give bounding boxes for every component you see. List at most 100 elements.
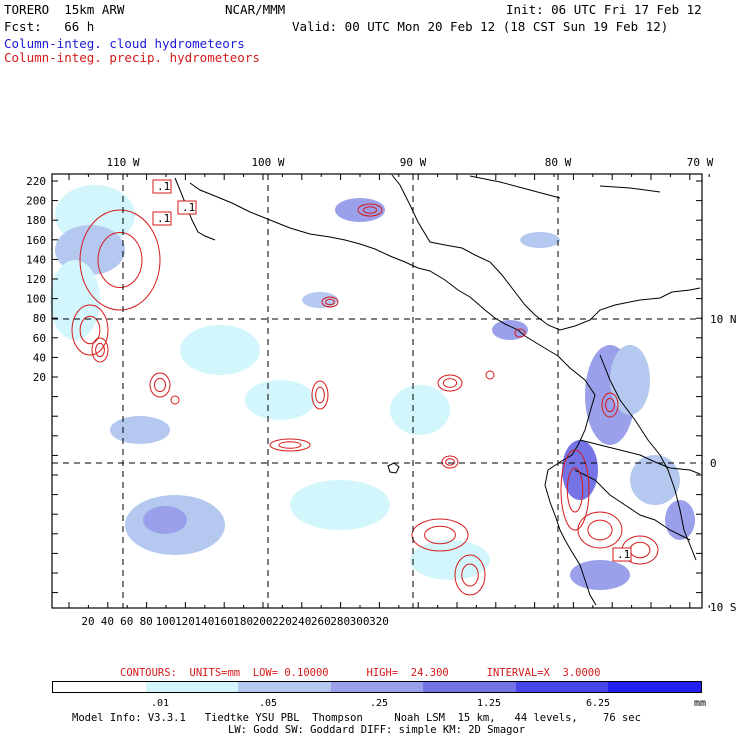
legend-swatch [515,682,609,692]
precip-contour [269,438,311,452]
cloud-shading-blob [492,320,528,340]
legend-swatch [330,682,424,692]
axis-ticks [52,174,710,608]
precip-contour [149,372,171,398]
central-america-pacific [417,267,559,357]
contour-label-box [152,211,172,226]
coastline-layer [174,174,701,606]
cloud-shading-blob [335,198,385,222]
precip-contour [362,206,378,214]
cloud-field-label: Column-integ. cloud hydrometeors [4,36,245,51]
lon-label: 90 W [400,156,427,169]
y-tick-label: 200 [26,195,46,208]
precip-contour [605,397,615,413]
precip-field-label: Column-integ. precip. hydrometeors [4,50,260,65]
precip-contour [437,374,463,392]
y-tick-label: 160 [26,234,46,247]
x-tick-label: 160 [214,615,234,628]
precip-contour [566,467,584,513]
precip-contour [601,392,619,418]
precip-contour [454,554,486,596]
x-tick-label: 60 [120,615,133,628]
cloud-shading-blob [143,506,187,534]
central-america-caribbean [391,174,701,331]
mexico-coast [189,182,419,269]
contour-label: .1 [157,180,170,193]
legend-swatch [53,682,146,692]
cloud-shading-blob [50,260,100,340]
lon-label: 100 W [251,156,284,169]
andes-interior [599,354,697,561]
x-tick-label: 240 [291,615,311,628]
y-tick-label: 140 [26,253,46,266]
contour-label-box [177,200,197,215]
contour-label: .1 [182,201,195,214]
precip-contour [577,511,623,549]
legend-tick-label: .05 [259,698,277,709]
border-line [579,439,701,475]
lat-label: 10 N [710,313,737,326]
legend-tick-label: .25 [370,698,388,709]
cloud-shading-blob [570,560,630,590]
y-tick-label: 20 [33,371,46,384]
x-tick-label: 300 [350,615,370,628]
legend-swatch [238,682,331,692]
y-tick-label: 220 [26,175,46,188]
x-tick-label: 100 [156,615,176,628]
color-legend-bar [52,681,702,693]
y-tick-label: 40 [33,351,46,364]
x-tick-label: 80 [140,615,153,628]
cloud-shading-blob [520,232,560,248]
valid-time: Valid: 00 UTC Mon 20 Feb 12 (18 CST Sun … [292,19,669,34]
legend-swatch [423,682,516,692]
contour-label: .1 [617,548,630,561]
precip-contour [424,525,456,545]
legend-tick-label: .01 [151,698,169,709]
y-tick-label: 60 [33,332,46,345]
contour-label-box [612,547,632,562]
x-tick-label: 180 [233,615,253,628]
galapagos [387,462,400,474]
x-tick-label: 200 [253,615,273,628]
precip-contour [514,328,526,338]
precip-contour [485,370,495,380]
cloud-shading-blob [390,385,450,435]
precip-contour [411,518,469,552]
precip-contour [441,455,459,469]
map-frame [51,173,703,609]
precip-contour [154,377,166,393]
precip-contour [95,342,105,358]
legend-tick-labels: .01 .05 .25 1.25 6.25 mm [151,698,706,709]
border-line-2 [574,469,691,541]
contours-info: CONTOURS: UNITS=mm LOW= 0.10000 HIGH= 24… [120,667,601,679]
y-tick-label: 80 [33,312,46,325]
south-america-coast [544,355,597,606]
x-tick-label: 260 [311,615,331,628]
precip-contour [170,395,180,405]
precip-contour-layer [71,203,659,596]
precip-contour [442,378,458,388]
cuba [469,175,561,199]
precip-contour [79,315,101,345]
cloud-shading-blob [610,345,650,415]
legend-tick-label: 6.25 [586,698,610,709]
precip-contour [71,304,109,356]
cloud-shading-blob [245,380,315,420]
cloud-shading-blob [665,500,695,540]
x-tick-label: 20 [81,615,94,628]
lat-lon-grid [52,174,702,608]
x-tick-label: 140 [194,615,214,628]
precip-contour [79,209,161,311]
cloud-shading-blob [290,480,390,530]
model-info-line2: LW: Godd SW: Goddard DIFF: simple KM: 2D… [228,724,526,736]
hispaniola [599,185,661,193]
lon-label: 80 W [545,156,572,169]
y-tick-label: 100 [26,293,46,306]
precip-contour [311,380,329,410]
precip-contour [461,563,479,587]
x-tick-label: 280 [330,615,350,628]
organization-label: NCAR/MMM [225,2,286,17]
x-tick-label: 40 [101,615,114,628]
